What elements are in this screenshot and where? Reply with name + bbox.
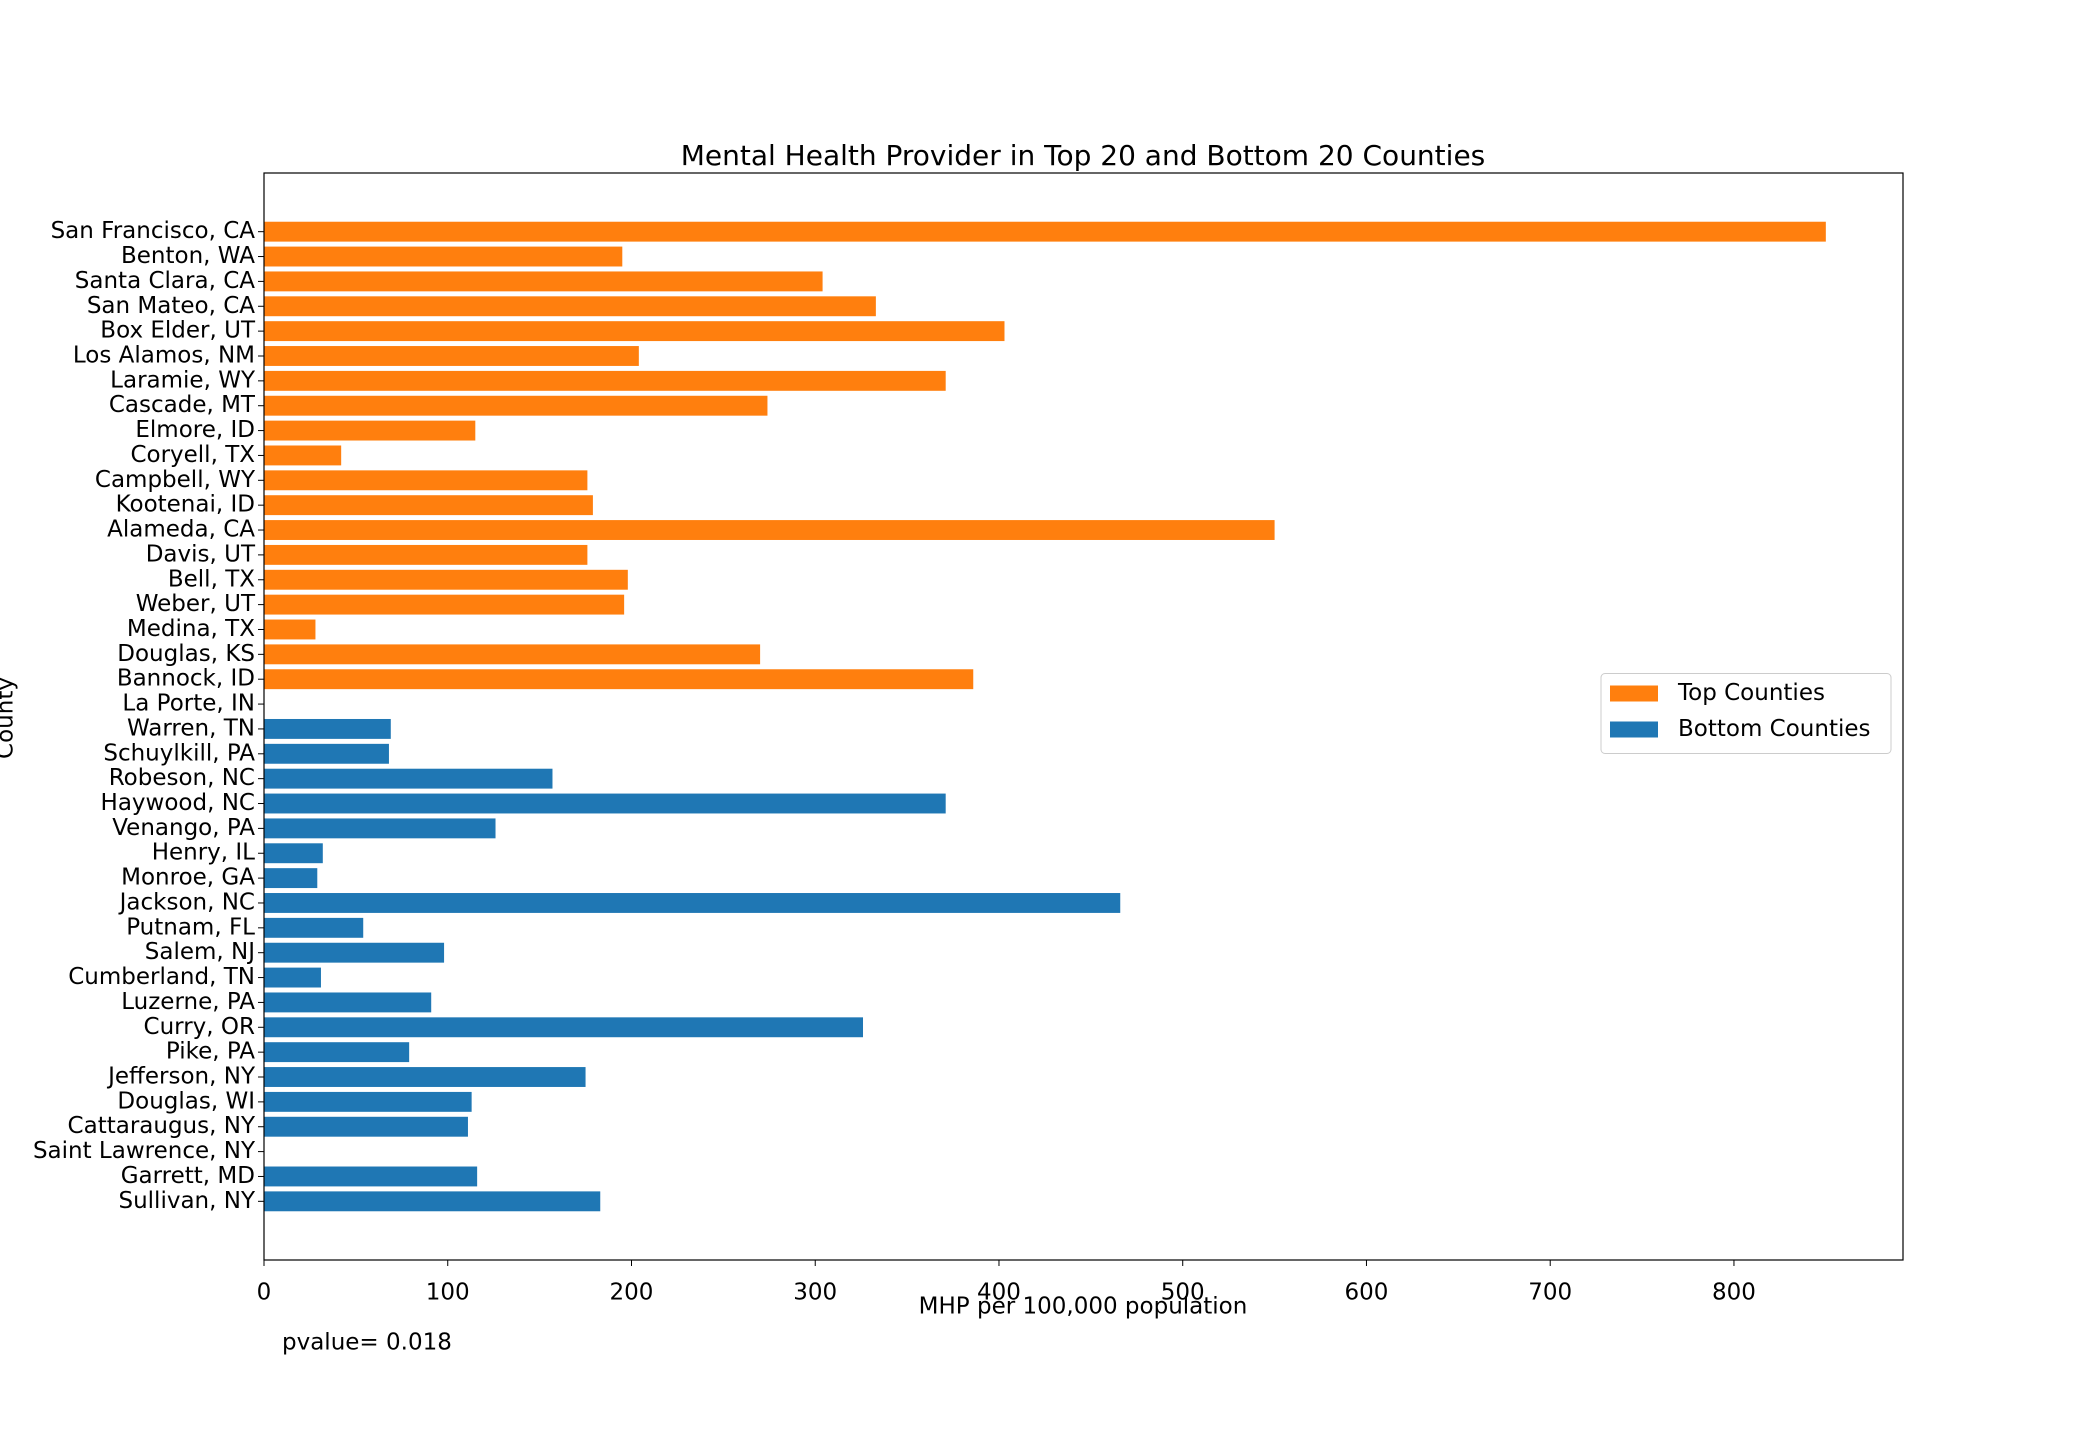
x-tick-label: 800: [1712, 1280, 1756, 1306]
bar: [264, 1067, 586, 1087]
legend-label: Bottom Counties: [1678, 716, 1871, 742]
y-tick-label: Henry, IL: [152, 840, 255, 866]
y-tick-label: Jackson, NC: [118, 889, 255, 915]
bar: [264, 743, 389, 764]
y-tick-label: Douglas, KS: [117, 641, 255, 667]
bar: [264, 992, 432, 1013]
x-tick-label: 700: [1528, 1280, 1572, 1306]
bar: [264, 321, 1005, 342]
y-axis-label: County: [0, 677, 19, 759]
bar: [264, 221, 1826, 242]
bar: [264, 619, 316, 640]
y-tick-label: Laramie, WY: [110, 367, 256, 393]
y-tick-label: Box Elder, UT: [100, 318, 256, 344]
bar: [264, 370, 946, 391]
y-tick-label: Bell, TX: [168, 566, 255, 592]
bar: [264, 669, 974, 690]
y-tick-label: Saint Lawrence, NY: [33, 1138, 256, 1164]
y-tick-label: Alameda, CA: [107, 517, 255, 543]
bar: [264, 246, 623, 267]
y-tick-label: Schuylkill, PA: [103, 740, 255, 766]
y-tick-label: Coryell, TX: [130, 442, 255, 468]
bar: [264, 793, 946, 814]
y-tick-label: Jefferson, NY: [106, 1064, 256, 1090]
y-tick-label: Salem, NJ: [145, 939, 255, 965]
bar: [264, 520, 1275, 540]
bar: [264, 569, 628, 590]
bar: [264, 445, 342, 466]
bar: [264, 594, 625, 615]
y-tick-label: San Mateo, CA: [87, 293, 255, 319]
bar: [264, 544, 588, 565]
x-tick-label: 300: [793, 1280, 837, 1306]
y-tick-label: Putnam, FL: [126, 914, 255, 940]
x-tick-label: 600: [1345, 1280, 1389, 1306]
y-tick-label: Benton, WA: [121, 243, 255, 269]
legend-label: Top Counties: [1677, 680, 1825, 706]
bar: [264, 395, 768, 416]
bar: [264, 470, 588, 491]
bar: [264, 420, 476, 441]
bar: [264, 1166, 478, 1187]
y-tick-label: Monroe, GA: [121, 865, 255, 891]
y-tick-label: Luzerne, PA: [121, 989, 255, 1015]
y-tick-label: Cascade, MT: [109, 392, 256, 418]
y-tick-label: Haywood, NC: [101, 790, 255, 816]
y-tick-label: Los Alamos, NM: [73, 342, 255, 368]
bar: [264, 346, 639, 366]
y-tick-label: Warren, TN: [127, 715, 255, 741]
y-tick-label: Curry, OR: [144, 1014, 255, 1040]
y-tick-label: Douglas, WI: [117, 1088, 255, 1114]
x-tick-label: 100: [426, 1280, 470, 1306]
bar: [264, 644, 761, 665]
bar: [264, 1116, 468, 1137]
x-tick-label: 0: [257, 1280, 272, 1306]
x-tick-label: 200: [610, 1280, 654, 1306]
y-tick-label: Campbell, WY: [95, 467, 256, 493]
legend-swatch: [1610, 685, 1658, 702]
y-tick-label: Elmore, ID: [135, 417, 255, 443]
y-tick-label: Pike, PA: [166, 1039, 255, 1065]
x-tick-label: 500: [1161, 1280, 1205, 1306]
y-tick-label: Venango, PA: [112, 815, 255, 841]
bar: [264, 917, 364, 938]
bar: [264, 1017, 864, 1038]
x-axis-label: MHP per 100,000 population: [919, 1294, 1248, 1320]
y-tick-label: San Francisco, CA: [51, 218, 256, 244]
bar: [264, 818, 496, 839]
legend-box: [1600, 673, 1892, 754]
y-tick-label: Kootenai, ID: [116, 492, 255, 518]
bar: [264, 942, 445, 963]
chart-title: Mental Health Provider in Top 20 and Bot…: [681, 139, 1486, 172]
bar: [264, 718, 391, 739]
y-tick-label: Cattaraugus, NY: [68, 1113, 256, 1139]
bar: [264, 1191, 601, 1212]
y-tick-label: La Porte, IN: [122, 691, 255, 717]
y-tick-label: Robeson, NC: [109, 765, 255, 791]
bar: [264, 967, 321, 988]
bar: [264, 296, 876, 317]
x-tick-label: 400: [977, 1280, 1021, 1306]
legend-swatch: [1610, 721, 1658, 738]
y-tick-label: Garrett, MD: [121, 1163, 255, 1189]
y-tick-label: Sullivan, NY: [118, 1188, 255, 1214]
y-tick-label: Medina, TX: [127, 616, 255, 642]
bar: [264, 1091, 472, 1112]
y-tick-label: Weber, UT: [136, 591, 256, 617]
bar: [264, 495, 593, 516]
bar: [264, 1042, 410, 1063]
bar: [264, 271, 823, 292]
annotation: pvalue= 0.018: [282, 1330, 452, 1356]
bar: [264, 868, 318, 889]
bar: [264, 843, 323, 864]
bar: [264, 768, 553, 789]
y-tick-label: Davis, UT: [146, 541, 256, 567]
plot-frame: [263, 172, 1904, 1261]
y-tick-label: Bannock, ID: [117, 666, 255, 692]
y-tick-label: Cumberland, TN: [68, 964, 255, 990]
y-tick-label: Santa Clara, CA: [75, 268, 255, 294]
bar: [264, 893, 1121, 913]
